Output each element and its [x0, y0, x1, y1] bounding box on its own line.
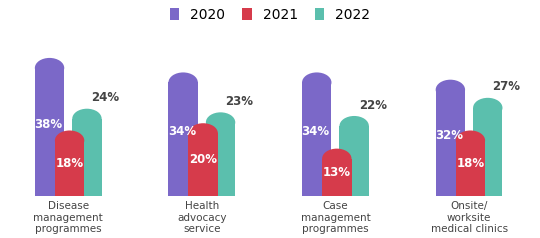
Ellipse shape — [35, 58, 64, 78]
Ellipse shape — [340, 116, 369, 136]
Bar — [168, 82, 198, 196]
Text: 22%: 22% — [359, 99, 387, 112]
Bar — [322, 159, 352, 196]
Bar — [302, 82, 332, 196]
Text: 20%: 20% — [189, 153, 217, 166]
Ellipse shape — [206, 112, 235, 132]
Ellipse shape — [168, 72, 198, 93]
Text: 23%: 23% — [225, 95, 253, 108]
Bar — [55, 140, 84, 196]
Ellipse shape — [55, 130, 84, 150]
Ellipse shape — [456, 130, 485, 150]
Ellipse shape — [188, 123, 218, 143]
Bar — [473, 108, 503, 196]
Text: 38%: 38% — [34, 118, 62, 131]
Text: 34%: 34% — [301, 125, 329, 138]
Bar — [436, 90, 465, 196]
Ellipse shape — [322, 149, 352, 169]
Ellipse shape — [302, 72, 332, 93]
Bar — [206, 122, 235, 196]
Bar — [72, 119, 102, 196]
Legend: 2020, 2021, 2022: 2020, 2021, 2022 — [170, 8, 370, 22]
Text: 18%: 18% — [456, 157, 484, 170]
Text: 34%: 34% — [168, 125, 196, 138]
Text: 24%: 24% — [92, 91, 120, 104]
Text: Disease
management
programmes: Disease management programmes — [33, 201, 103, 234]
Text: 32%: 32% — [435, 129, 463, 142]
Bar — [340, 126, 369, 196]
Bar — [35, 68, 64, 196]
Text: Case
management
programmes: Case management programmes — [301, 201, 370, 234]
Text: 18%: 18% — [56, 157, 84, 170]
Ellipse shape — [436, 80, 465, 100]
Text: 13%: 13% — [323, 166, 351, 179]
Bar — [456, 140, 485, 196]
Ellipse shape — [473, 98, 503, 118]
Ellipse shape — [72, 109, 102, 129]
Text: Onsite/
worksite
medical clinics: Onsite/ worksite medical clinics — [430, 201, 508, 234]
Text: Health
advocacy
service: Health advocacy service — [177, 201, 227, 234]
Text: 27%: 27% — [492, 80, 521, 94]
Bar — [188, 133, 218, 196]
